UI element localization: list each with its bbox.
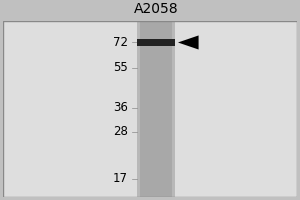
Text: 36: 36	[113, 101, 128, 114]
Bar	[137, 21, 175, 197]
Text: A2058: A2058	[134, 2, 178, 16]
Text: 28: 28	[113, 125, 128, 138]
Text: 72: 72	[113, 36, 128, 49]
Bar	[137, 39, 175, 46]
Text: 17: 17	[113, 172, 128, 185]
Text: 55: 55	[113, 61, 128, 74]
Bar	[140, 21, 172, 197]
Polygon shape	[178, 35, 199, 50]
